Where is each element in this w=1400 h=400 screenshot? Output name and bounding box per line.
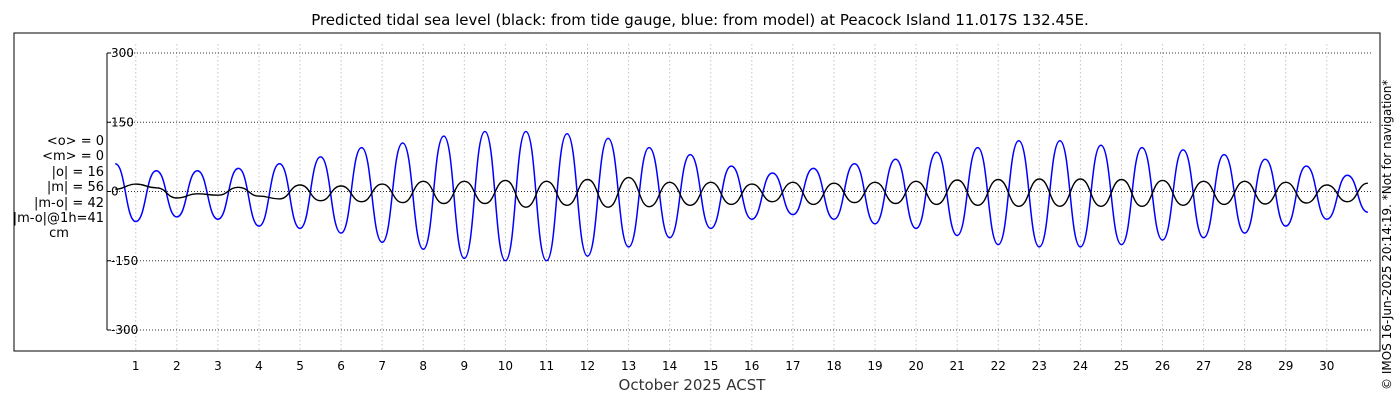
- x-tick-label: 12: [580, 359, 595, 373]
- x-tick-label: 21: [950, 359, 965, 373]
- series-layer: [114, 130, 1369, 262]
- x-tick-label: 10: [498, 359, 513, 373]
- x-tick-label: 15: [703, 359, 718, 373]
- x-tick-label: 29: [1278, 359, 1293, 373]
- x-tick-label: 18: [826, 359, 841, 373]
- axes-layer: 1 2 3 4 5 6 7 8 9 10 11 12 13 14 15 16 17 18 19 20 21 22 23 24 2…: [106, 46, 1334, 373]
- x-tick-label: 11: [539, 359, 554, 373]
- y-tick-label: 0: [111, 185, 119, 199]
- x-axis-label: October 2025 ACST: [619, 376, 767, 394]
- copyright-notice: © IMOS 16-Jun-2025 20:14:19. *Not for na…: [1380, 79, 1394, 390]
- y-tick-label: 150: [111, 115, 134, 129]
- y-tick-label: -300: [111, 323, 138, 337]
- x-tick-label: 19: [867, 359, 882, 373]
- grid-layer: [107, 44, 1372, 351]
- x-tick-label: 2: [173, 359, 181, 373]
- x-tick-label: 23: [1032, 359, 1047, 373]
- x-tick-label: 9: [461, 359, 469, 373]
- x-tick-label: 6: [337, 359, 345, 373]
- series-line-model: [114, 130, 1369, 262]
- series-line-observed: [115, 176, 1369, 208]
- stat-mean-observed: <o> = 0: [46, 134, 104, 149]
- x-tick-label: 26: [1155, 359, 1170, 373]
- x-tick-label: 17: [785, 359, 800, 373]
- outer-frame: [13, 32, 1381, 352]
- x-tick-label: 13: [621, 359, 636, 373]
- stat-abs-model: |m| = 56: [46, 180, 104, 196]
- x-tick-label: 30: [1319, 359, 1334, 373]
- stat-mean-model: <m> = 0: [42, 149, 104, 165]
- y-tick-label: -150: [111, 254, 138, 268]
- stat-abs-observed: |o| = 16: [51, 164, 104, 180]
- x-tick-label: 4: [255, 359, 263, 373]
- x-tick-label: 28: [1237, 359, 1252, 373]
- x-tick-label: 14: [662, 359, 677, 373]
- x-tick-label: 5: [296, 359, 304, 373]
- x-tick-label: 27: [1196, 359, 1211, 373]
- x-tick-label: 3: [214, 359, 222, 373]
- x-tick-label: 8: [419, 359, 427, 373]
- x-tick-label: 16: [744, 359, 759, 373]
- x-tick-label: 24: [1073, 359, 1088, 373]
- stat-abs-difference: |m-o| = 42: [33, 195, 104, 211]
- x-tick-label: 1: [132, 359, 140, 373]
- stat-unit: cm: [49, 226, 69, 242]
- x-tick-label: 20: [908, 359, 923, 373]
- statistics-panel: <o> = 0 <m> = 0 |o| = 16 |m| = 56 |m-o| …: [0, 134, 104, 242]
- x-tick-label: 25: [1114, 359, 1129, 373]
- chart-title: Predicted tidal sea level (black: from t…: [311, 11, 1089, 29]
- x-tick-label: 7: [378, 359, 386, 373]
- y-tick-label: 300: [111, 46, 134, 60]
- x-tick-label: 22: [991, 359, 1006, 373]
- stat-abs-difference-1h: |m-o|@1h=41: [12, 211, 104, 227]
